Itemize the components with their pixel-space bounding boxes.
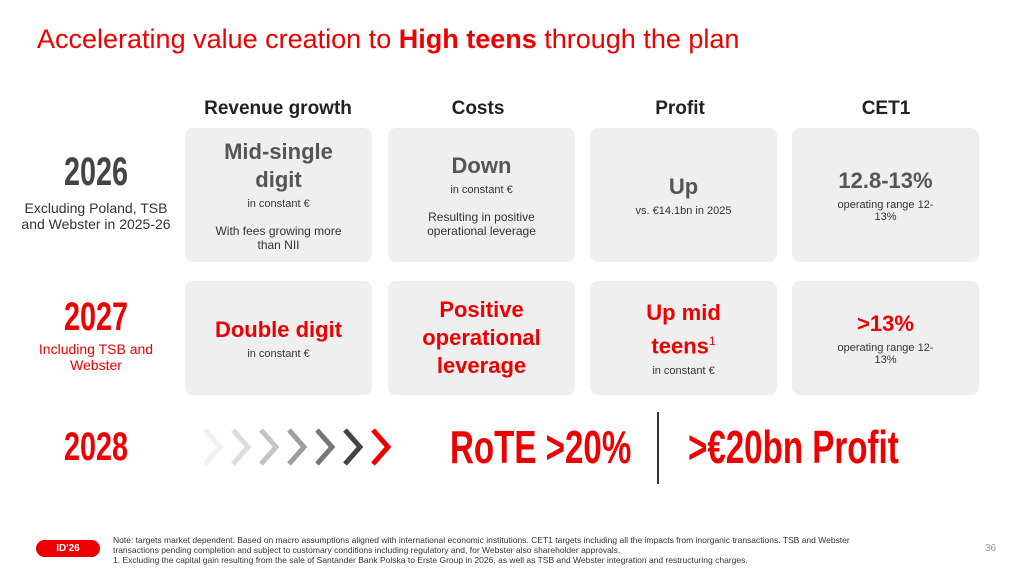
badge: ID'26 (36, 540, 100, 557)
title: Accelerating value creation to High teen… (37, 24, 739, 55)
column-header: Profit (655, 98, 705, 119)
cell-detail: Resulting in positive operational levera… (427, 210, 536, 238)
note: Note: targets market dependent. Based on… (113, 535, 850, 555)
footer-notes: Note: targets market dependent. Based on… (113, 535, 863, 565)
title-post: through the plan (536, 24, 740, 54)
cell-note: operating range 12-13% (837, 199, 934, 223)
main-text: Double digit (214, 317, 343, 342)
cell: Up mid teens1 in constant € (590, 281, 777, 395)
cell-main: Up mid teens1 (619, 299, 749, 360)
cell: Positive operational leverage (388, 281, 575, 395)
cell-detail: With fees growing more than NII (215, 224, 342, 252)
cell: >13% operating range 12-13% (792, 281, 979, 395)
cell-main: 12.8-13% (838, 167, 932, 195)
cell-note: in constant € (652, 364, 715, 377)
cell-note: operating range 12-13% (837, 342, 934, 366)
cell-main: >13% (857, 310, 914, 338)
main-text: Up (668, 174, 699, 199)
divider (657, 412, 659, 484)
cell: 12.8-13% operating range 12-13% (792, 128, 979, 262)
main-text: Mid-single digit (224, 139, 333, 192)
cell: Mid-single digit in constant € With fees g… (185, 128, 372, 262)
cell-main: Up (669, 173, 698, 201)
main-text: Up mid teens (646, 300, 721, 359)
page-number: 36 (985, 543, 997, 554)
main-text: Down (451, 153, 512, 178)
superscript: 1 (708, 334, 716, 349)
year-subtitle: Excluding Poland, TSB and Webster in 202… (21, 200, 171, 232)
cell-main: Down (452, 152, 512, 180)
cell: Up vs. €14.1bn in 2025 (590, 128, 777, 262)
cell-main: Positive operational leverage (417, 296, 547, 380)
cell: Down in constant € Resulting in positive o… (388, 128, 575, 262)
main-text: Positive operational leverage (422, 297, 541, 378)
cell-note: in constant € (450, 184, 513, 196)
column-header: Revenue growth (204, 98, 352, 119)
footnote: 1. Excluding the capital gain resulting … (113, 555, 748, 565)
year-subtitle: Including TSB and Webster (38, 341, 154, 373)
main-text: >13% (857, 311, 914, 336)
chevrons (203, 428, 392, 466)
title-pre: Accelerating value creation to (37, 24, 399, 54)
title-bold: High teens (398, 24, 537, 54)
cell-note: in constant € (247, 348, 310, 360)
cell-main: Mid-single digit (214, 138, 344, 194)
cell-note: in constant € (247, 198, 310, 210)
profit-target: >€20bn Profit (688, 421, 899, 473)
year: 2027 (63, 295, 129, 339)
year: 2028 (63, 425, 129, 469)
cell: Double digit in constant € (185, 281, 372, 395)
column-header: CET1 (861, 98, 911, 119)
cell-main: Double digit (215, 316, 342, 344)
rote-target: RoTE >20% (450, 421, 632, 473)
cell-note: vs. €14.1bn in 2025 (635, 205, 732, 217)
main-text: 12.8-13% (838, 168, 933, 193)
column-header: Costs (451, 98, 505, 119)
year: 2026 (63, 150, 129, 194)
